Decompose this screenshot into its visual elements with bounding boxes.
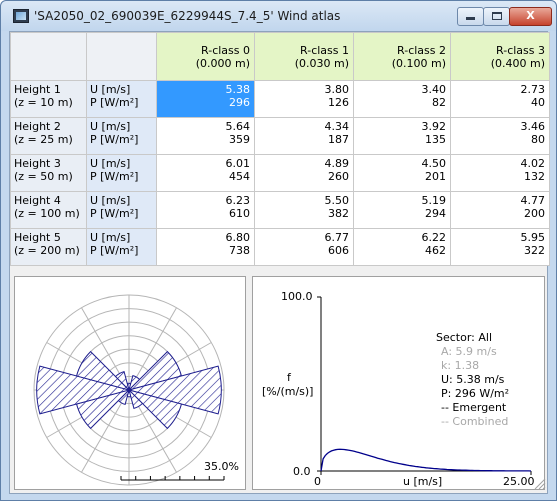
close-icon: X	[526, 9, 535, 22]
height-label: Height 1 (z = 10 m)	[10, 80, 87, 118]
table-cell[interactable]: 2.73 40	[450, 80, 550, 118]
column-header[interactable]: R-class 0 (0.000 m)	[156, 32, 255, 81]
app-icon	[13, 9, 29, 23]
height-label: Height 5 (z = 200 m)	[10, 228, 87, 266]
height-label: Height 3 (z = 50 m)	[10, 154, 87, 192]
client-area: R-class 0 (0.000 m) R-class 1 (0.030 m) R-…	[9, 31, 550, 494]
maximize-button[interactable]	[483, 7, 510, 26]
table-cell[interactable]: 3.46 80	[450, 117, 550, 155]
rose-sector	[127, 389, 183, 430]
table-cell[interactable]: 5.19 294	[353, 191, 451, 229]
table-cell[interactable]: 6.23 610	[156, 191, 255, 229]
table-row: Height 1 (z = 10 m) U [m/s] P [W/m²] 5.38 296…	[10, 80, 550, 118]
unit-label: U [m/s] P [W/m²]	[86, 80, 157, 118]
distribution-panel[interactable]: 100.0 0.0 f [%/(m/s)] 0 u [m/s] 25.00 Se…	[252, 276, 546, 490]
y-max-label: 100.0	[281, 290, 313, 303]
weibull-a-label: A: 5.9 m/s	[441, 345, 497, 358]
table-cell[interactable]: 4.50 201	[353, 154, 451, 192]
table-row: Height 2 (z = 25 m) U [m/s] P [W/m²] 5.64 359…	[10, 117, 550, 155]
table-corner	[86, 32, 157, 81]
table-cell[interactable]: 4.02 132	[450, 154, 550, 192]
unit-label: U [m/s] P [W/m²]	[86, 228, 157, 266]
frequency-distribution-chart	[317, 296, 546, 490]
unit-label: U [m/s] P [W/m²]	[86, 117, 157, 155]
y-min-label: 0.0	[293, 465, 311, 478]
combined-legend[interactable]: -- Combined	[441, 415, 509, 428]
table-corner	[10, 32, 87, 81]
wind-atlas-table: R-class 0 (0.000 m) R-class 1 (0.030 m) R-…	[10, 32, 550, 266]
table-cell[interactable]: 3.92 135	[353, 117, 451, 155]
table-cell[interactable]: 5.95 322	[450, 228, 550, 266]
table-row: Height 4 (z = 100 m) U [m/s] P [W/m²] 6.23 61…	[10, 191, 550, 229]
y-axis-label-unit: [%/(m/s)]	[262, 385, 314, 398]
y-axis-label-f: f	[287, 371, 291, 384]
table-cell[interactable]: 4.34 187	[254, 117, 354, 155]
table-cell[interactable]: 5.38 296	[156, 80, 255, 118]
table-cell[interactable]: 5.50 382	[254, 191, 354, 229]
window-title: 'SA2050_02_690039E_6229944S_7.4_5' Wind …	[34, 9, 341, 23]
column-header[interactable]: R-class 3 (0.400 m)	[450, 32, 550, 81]
emergent-curve	[320, 448, 532, 472]
sector-label: Sector: All	[436, 331, 493, 344]
rose-sector	[114, 371, 130, 392]
resize-grip	[542, 486, 546, 490]
minimize-button[interactable]	[457, 7, 484, 26]
resize-grip	[538, 482, 546, 490]
rose-sector	[36, 365, 131, 415]
weibull-k-label: k: 1.38	[441, 359, 480, 372]
table-cell[interactable]: 5.64 359	[156, 117, 255, 155]
rose-sector	[127, 365, 222, 415]
rose-grid-spoke	[81, 389, 130, 473]
rose-sector	[75, 350, 131, 391]
height-label: Height 2 (z = 25 m)	[10, 117, 87, 155]
unit-label: U [m/s] P [W/m²]	[86, 191, 157, 229]
table-row: Height 5 (z = 200 m) U [m/s] P [W/m²] 6.80 73…	[10, 228, 550, 266]
table-cell[interactable]: 3.80 126	[254, 80, 354, 118]
table-cell[interactable]: 6.80 738	[156, 228, 255, 266]
rose-scale-label: 35.0%	[204, 460, 239, 473]
title-bar[interactable]: 'SA2050_02_690039E_6229944S_7.4_5' Wind …	[1, 1, 556, 31]
column-header[interactable]: R-class 1 (0.030 m)	[254, 32, 354, 81]
height-label: Height 4 (z = 100 m)	[10, 191, 87, 229]
column-header[interactable]: R-class 2 (0.100 m)	[353, 32, 451, 81]
x-axis-label: u [m/s]	[403, 475, 443, 488]
rose-grid-spoke	[128, 307, 177, 391]
maximize-icon	[491, 12, 502, 20]
table-cell[interactable]: 6.01 454	[156, 154, 255, 192]
table-cell[interactable]: 3.40 82	[353, 80, 451, 118]
rose-sector	[128, 388, 144, 409]
table-cell[interactable]: 4.77 200	[450, 191, 550, 229]
table-cell[interactable]: 4.89 260	[254, 154, 354, 192]
table-cell[interactable]: 6.22 462	[353, 228, 451, 266]
mean-speed-label: U: 5.38 m/s	[441, 373, 505, 386]
minimize-icon	[466, 17, 475, 20]
table-cell[interactable]: 6.77 606	[254, 228, 354, 266]
wind-rose-panel[interactable]: 35.0%	[14, 276, 246, 490]
power-density-label: P: 296 W/m²	[441, 387, 510, 400]
wind-rose-chart	[33, 294, 225, 486]
close-button[interactable]: X	[509, 7, 552, 26]
unit-label: U [m/s] P [W/m²]	[86, 154, 157, 192]
resize-grip	[534, 478, 546, 490]
x-max-label: 25.00	[503, 475, 535, 488]
x-min-label: 0	[314, 475, 321, 488]
table-row: Height 3 (z = 50 m) U [m/s] P [W/m²] 6.01 454…	[10, 154, 550, 192]
emergent-legend[interactable]: -- Emergent	[441, 401, 507, 414]
